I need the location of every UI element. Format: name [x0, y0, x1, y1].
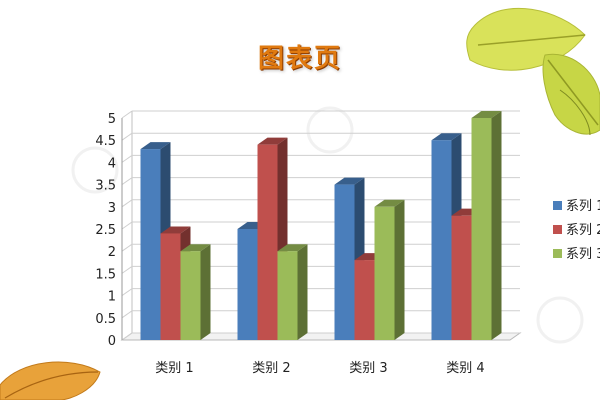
- gridline-depth: [121, 177, 133, 186]
- bar-top: [160, 226, 191, 234]
- bar: [257, 144, 278, 340]
- x-category-label: 类别 2: [252, 361, 290, 376]
- bar-side: [491, 111, 502, 340]
- bar-side: [200, 244, 211, 340]
- legend-label: 系列 3: [566, 247, 600, 262]
- y-tick-label: 4.5: [95, 134, 116, 149]
- gridline-depth: [121, 110, 133, 119]
- gridline-depth: [121, 154, 133, 163]
- y-tick-label: 4: [108, 156, 116, 171]
- bar: [354, 260, 375, 340]
- bar: [451, 215, 472, 340]
- bar-top: [180, 244, 211, 252]
- bar-top: [334, 177, 365, 185]
- y-tick-label: 2: [108, 245, 116, 260]
- bar: [180, 251, 201, 340]
- bar-top: [277, 244, 308, 252]
- y-tick-label: 3.5: [95, 179, 116, 194]
- y-tick-label: 0.5: [95, 312, 116, 327]
- bar-top: [431, 133, 462, 141]
- bar: [140, 149, 161, 340]
- bar: [334, 184, 355, 340]
- bar-top: [257, 137, 288, 145]
- gridline-depth: [121, 132, 133, 141]
- gridline-depth: [121, 199, 133, 208]
- bar-top: [374, 199, 405, 207]
- bar: [237, 229, 258, 340]
- bar: [374, 206, 395, 340]
- bar: [277, 251, 298, 340]
- x-category-label: 类别 1: [155, 361, 193, 376]
- bar-side: [394, 199, 405, 340]
- legend-swatch: [553, 225, 562, 234]
- gridline-depth: [121, 332, 133, 341]
- legend-label: 系列 2: [566, 223, 600, 238]
- y-tick-label: 1: [108, 290, 116, 305]
- bar: [431, 140, 452, 340]
- bar-top: [140, 142, 171, 150]
- y-tick-label: 5: [108, 112, 116, 127]
- gridline-depth: [121, 221, 133, 230]
- page-title: 图表页: [257, 44, 342, 74]
- gridline-depth: [121, 265, 133, 274]
- y-tick-label: 1.5: [95, 267, 116, 282]
- bar: [160, 233, 181, 340]
- bar-top: [471, 111, 502, 118]
- bar-side: [297, 244, 308, 340]
- legend-swatch: [553, 249, 562, 258]
- legend-swatch: [553, 201, 562, 210]
- y-tick-label: 0: [108, 334, 116, 349]
- watermark-logo: [71, 106, 584, 344]
- x-category-label: 类别 3: [349, 361, 387, 376]
- x-category-label: 类别 4: [446, 361, 484, 376]
- orange-leaf-decoration: [0, 361, 101, 400]
- gridline-depth: [121, 243, 133, 252]
- legend-label: 系列 1: [566, 199, 600, 214]
- bar: [471, 118, 492, 340]
- yellow-leaves-decoration: [466, 7, 600, 136]
- y-tick-label: 2.5: [95, 223, 116, 238]
- y-tick-label: 3: [108, 201, 116, 216]
- gridline-depth: [121, 310, 133, 319]
- gridline-depth: [121, 288, 133, 297]
